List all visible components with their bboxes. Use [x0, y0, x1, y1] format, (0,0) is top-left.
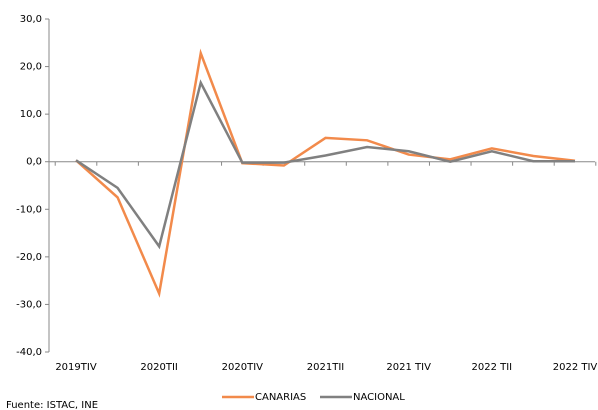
series-line: [75, 48, 576, 298]
x-tick-label: 2022 TIV: [553, 362, 598, 373]
x-tick-label: 2021TII: [307, 362, 344, 373]
x-tick-label: 2021 TIV: [386, 362, 431, 373]
series-line: [75, 79, 575, 250]
y-tick-label: 30,0: [20, 14, 42, 25]
source: Fuente: ISTAC, INE: [6, 400, 98, 410]
x-tick-label: 2019TIV: [55, 362, 97, 373]
y-tick-label: -10,0: [16, 204, 42, 215]
x-tick-label: 2020TIV: [222, 362, 264, 373]
legend-label: CANARIAS: [255, 392, 306, 403]
x-tick-label: 2020TII: [140, 362, 177, 373]
y-tick-label: -30,0: [16, 299, 42, 310]
y-tick-label: 0,0: [26, 157, 42, 168]
y-tick-label: 20,0: [20, 62, 42, 73]
y-tick-label: -40,0: [16, 347, 42, 358]
legend-label: NACIONAL: [353, 392, 405, 403]
y-tick-label: 10,0: [20, 109, 42, 120]
y-tick-label: -20,0: [16, 252, 42, 263]
x-tick-label: 2022 TII: [472, 362, 513, 373]
